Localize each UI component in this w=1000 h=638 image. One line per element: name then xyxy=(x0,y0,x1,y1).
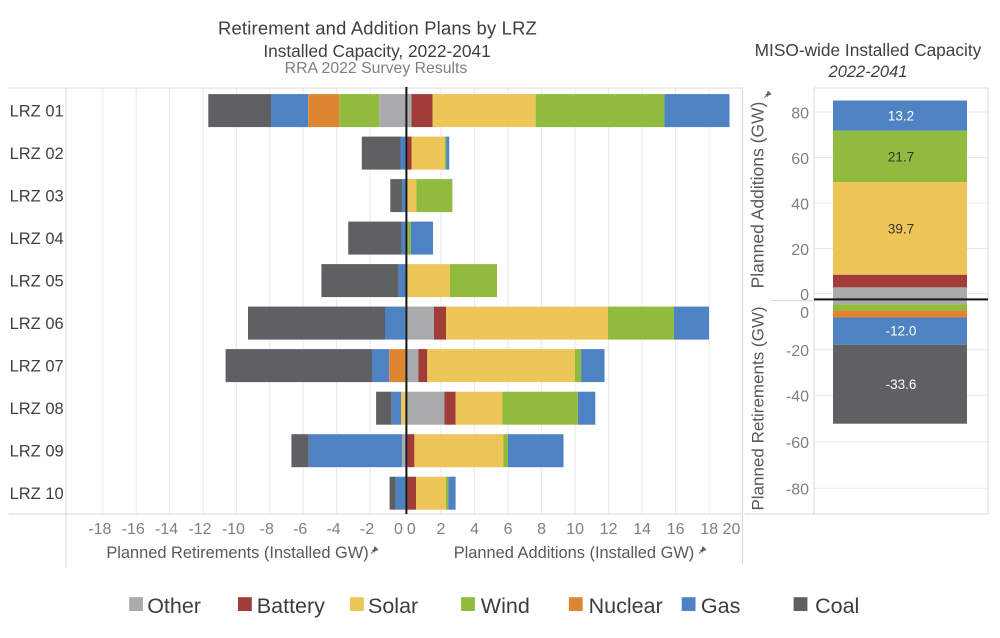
svg-text:0: 0 xyxy=(407,521,416,538)
svg-text:-18: -18 xyxy=(88,521,111,538)
svg-text:LRZ 04: LRZ 04 xyxy=(10,230,64,248)
svg-text:18: 18 xyxy=(700,521,718,538)
svg-text:4: 4 xyxy=(470,521,479,538)
svg-text:10: 10 xyxy=(566,521,584,538)
svg-text:21.7: 21.7 xyxy=(888,150,914,165)
svg-text:-20: -20 xyxy=(786,343,809,360)
svg-text:60: 60 xyxy=(791,151,809,168)
svg-text:RRA 2022 Survey Results: RRA 2022 Survey Results xyxy=(285,60,468,77)
svg-text:-4: -4 xyxy=(326,521,340,538)
svg-text:Installed Capacity, 2022-2041: Installed Capacity, 2022-2041 xyxy=(263,41,490,61)
svg-text:16: 16 xyxy=(667,521,685,538)
svg-text:-10: -10 xyxy=(222,521,245,538)
svg-text:Wind: Wind xyxy=(481,594,530,618)
svg-text:Planned Additions (Installed G: Planned Additions (Installed GW) xyxy=(454,544,695,562)
svg-text:MISO-wide Installed Capacity: MISO-wide Installed Capacity xyxy=(755,40,982,60)
svg-text:LRZ 02: LRZ 02 xyxy=(10,145,64,163)
svg-text:Retirement and Addition Plans: Retirement and Addition Plans by LRZ xyxy=(218,18,537,39)
svg-text:Planned Retirements (Installed: Planned Retirements (Installed GW) xyxy=(106,544,368,562)
svg-text:LRZ 03: LRZ 03 xyxy=(10,188,64,206)
svg-text:Coal: Coal xyxy=(815,594,859,618)
svg-text:2: 2 xyxy=(437,521,446,538)
svg-text:-60: -60 xyxy=(786,435,809,452)
svg-text:Gas: Gas xyxy=(701,594,740,618)
svg-text:6: 6 xyxy=(504,521,513,538)
svg-text:40: 40 xyxy=(791,196,809,213)
svg-text:LRZ 06: LRZ 06 xyxy=(10,315,64,333)
svg-text:-14: -14 xyxy=(155,521,178,538)
svg-text:LRZ 10: LRZ 10 xyxy=(10,485,64,503)
svg-text:Solar: Solar xyxy=(368,594,418,618)
svg-text:Nuclear: Nuclear xyxy=(589,594,663,618)
svg-text:39.7: 39.7 xyxy=(888,222,914,237)
svg-text:2022-2041: 2022-2041 xyxy=(828,63,908,81)
svg-text:LRZ 01: LRZ 01 xyxy=(10,103,64,121)
svg-text:-8: -8 xyxy=(260,521,274,538)
svg-text:-33.6: -33.6 xyxy=(886,377,917,392)
svg-text:20: 20 xyxy=(791,242,809,259)
svg-text:LRZ 09: LRZ 09 xyxy=(10,443,64,461)
svg-text:-12.0: -12.0 xyxy=(886,324,917,339)
svg-text:LRZ 07: LRZ 07 xyxy=(10,358,64,376)
svg-text:0: 0 xyxy=(800,305,809,322)
svg-text:0: 0 xyxy=(800,287,809,304)
svg-text:13.2: 13.2 xyxy=(888,109,914,124)
svg-text:Planned Additions (GW): Planned Additions (GW) xyxy=(748,102,768,289)
svg-text:LRZ 08: LRZ 08 xyxy=(10,400,64,418)
svg-text:Planned Retirements (GW): Planned Retirements (GW) xyxy=(749,306,768,510)
svg-text:LRZ 05: LRZ 05 xyxy=(10,273,64,291)
svg-text:Other: Other xyxy=(147,594,201,618)
svg-text:20: 20 xyxy=(723,521,741,538)
svg-text:80: 80 xyxy=(791,105,809,122)
svg-text:-40: -40 xyxy=(786,389,809,406)
svg-text:-2: -2 xyxy=(360,521,374,538)
svg-text:0: 0 xyxy=(394,521,403,538)
svg-text:-12: -12 xyxy=(188,521,211,538)
svg-text:12: 12 xyxy=(600,521,618,538)
svg-text:8: 8 xyxy=(537,521,546,538)
svg-text:-80: -80 xyxy=(786,482,809,499)
svg-text:-16: -16 xyxy=(122,521,145,538)
svg-text:14: 14 xyxy=(633,521,651,538)
svg-text:-6: -6 xyxy=(293,521,307,538)
svg-text:Battery: Battery xyxy=(257,594,325,618)
